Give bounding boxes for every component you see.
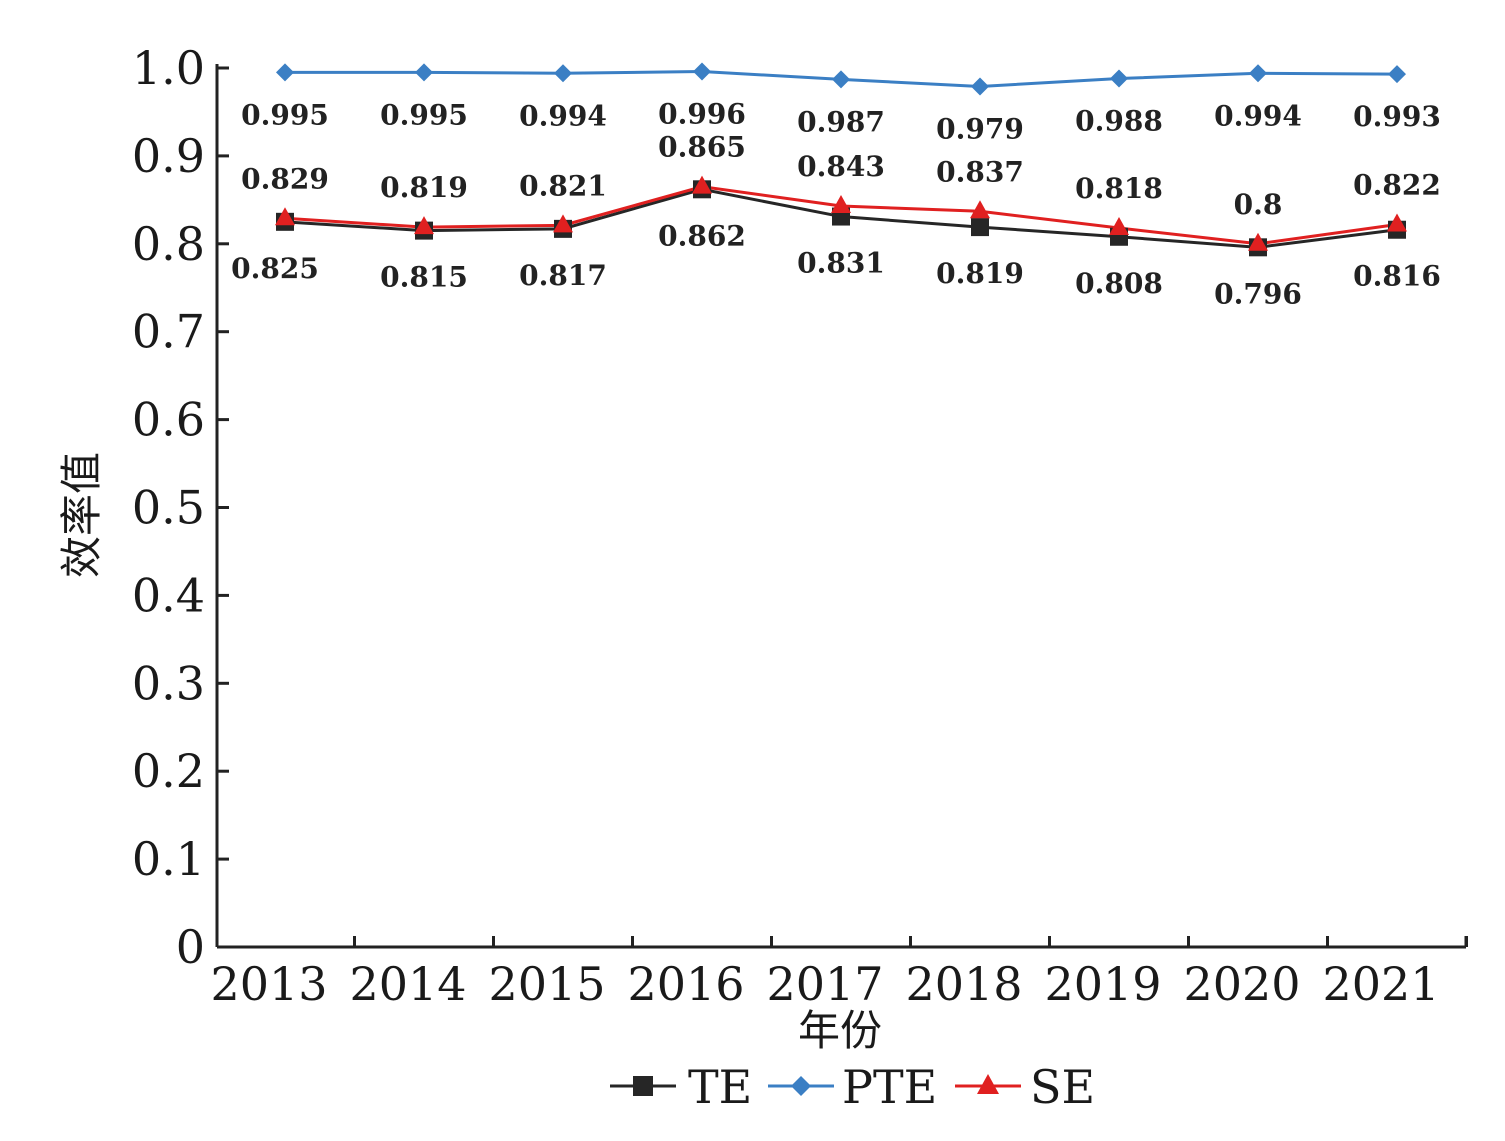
te-data-label: 0.808 xyxy=(1075,267,1163,300)
y-tick-label: 0.1 xyxy=(132,832,205,886)
te-point xyxy=(971,218,989,237)
pte-data-label: 0.994 xyxy=(519,99,607,132)
y-tick-label: 0.8 xyxy=(132,217,205,271)
x-tick-label: 2016 xyxy=(627,957,744,1011)
x-tick-label: 2013 xyxy=(210,957,327,1011)
se-data-label: 0.819 xyxy=(380,171,468,204)
te-data-label: 0.816 xyxy=(1353,260,1441,293)
pte-data-label: 0.996 xyxy=(658,98,746,131)
x-tick-label: 2019 xyxy=(1044,957,1161,1011)
pte-point xyxy=(832,70,850,89)
se-point xyxy=(970,200,990,219)
te-legend-marker xyxy=(633,1076,653,1096)
te-data-label: 0.796 xyxy=(1214,277,1302,310)
pte-point xyxy=(971,77,989,96)
y-tick-label: 0.2 xyxy=(132,744,205,798)
te-legend-label: TE xyxy=(688,1060,752,1114)
se-data-label: 0.8 xyxy=(1234,188,1283,221)
y-tick-label: 0.5 xyxy=(132,481,205,535)
y-tick-label: 0.3 xyxy=(132,656,205,710)
se-legend-label: SE xyxy=(1030,1060,1095,1114)
y-axis-title: 效率值 xyxy=(57,452,106,578)
y-axis-ticks: 0 0.1 0.2 0.3 0.4 0.5 0.6 0.7 0.8 0.9 1.0 xyxy=(132,41,229,974)
se-point xyxy=(275,207,295,226)
pte-data-label: 0.993 xyxy=(1353,100,1441,133)
pte-data-label: 0.995 xyxy=(380,98,468,131)
x-tick-label: 2015 xyxy=(488,957,605,1011)
pte-data-label: 0.988 xyxy=(1075,105,1163,138)
pte-point xyxy=(276,63,294,82)
te-data-label: 0.862 xyxy=(658,219,746,252)
se-data-label: 0.843 xyxy=(797,150,885,183)
te-data-label: 0.825 xyxy=(231,252,319,285)
pte-data-label: 0.994 xyxy=(1214,99,1302,132)
y-tick-label: 0.4 xyxy=(132,568,205,622)
se-data-label: 0.837 xyxy=(936,155,1024,188)
se-point xyxy=(1109,216,1129,235)
pte-point xyxy=(415,63,433,82)
te-data-label: 0.817 xyxy=(519,259,607,292)
se-point xyxy=(1387,213,1407,232)
se-data-label: 0.821 xyxy=(519,169,607,202)
pte-point xyxy=(1110,69,1128,88)
pte-legend-marker xyxy=(791,1076,811,1096)
se-point xyxy=(692,175,712,194)
pte-legend-label: PTE xyxy=(842,1060,937,1114)
x-tick-label: 2014 xyxy=(349,957,466,1011)
legend: TE PTE SE xyxy=(610,1060,1095,1114)
x-tick-label: 2018 xyxy=(905,957,1022,1011)
pte-point xyxy=(1388,65,1406,84)
pte-point xyxy=(693,62,711,81)
te-data-label: 0.815 xyxy=(380,261,468,294)
x-tick-label: 2021 xyxy=(1322,957,1439,1011)
y-tick-label: 0.7 xyxy=(132,305,205,359)
se-data-label: 0.865 xyxy=(658,131,746,164)
se-point xyxy=(553,214,573,233)
y-tick-label: 0.9 xyxy=(132,129,205,183)
te-data-label: 0.819 xyxy=(936,257,1024,290)
te-data-label: 0.831 xyxy=(797,247,885,280)
y-tick-label: 1.0 xyxy=(132,41,205,95)
pte-point xyxy=(554,64,572,83)
se-point xyxy=(1248,232,1268,251)
x-tick-label: 2020 xyxy=(1183,957,1300,1011)
x-axis-ticks: 2013 2014 2015 2016 2017 2018 2019 2020 2021 xyxy=(210,936,1468,1011)
axes xyxy=(215,64,1466,949)
y-tick-label: 0 xyxy=(176,920,205,974)
y-tick-label: 0.6 xyxy=(132,393,205,447)
se-data-label: 0.822 xyxy=(1353,168,1441,201)
se-point xyxy=(414,216,434,235)
se-point xyxy=(831,195,851,214)
se-data-label: 0.818 xyxy=(1075,172,1163,205)
se-data-label: 0.829 xyxy=(241,162,329,195)
pte-data-label: 0.987 xyxy=(797,105,885,138)
series-markers xyxy=(275,62,1407,257)
pte-point xyxy=(1249,64,1267,83)
pte-data-label: 0.995 xyxy=(241,98,329,131)
x-tick-label: 2017 xyxy=(766,957,883,1011)
data-labels: 0.995 0.995 0.994 0.996 0.987 0.979 0.988 0.994… xyxy=(231,98,1441,311)
x-axis-title: 年份 xyxy=(798,1006,882,1055)
pte-data-label: 0.979 xyxy=(936,112,1024,145)
se-legend-marker xyxy=(977,1074,999,1094)
